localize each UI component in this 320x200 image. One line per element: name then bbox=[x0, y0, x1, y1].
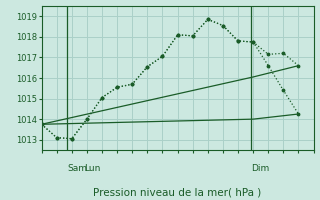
Text: Lun: Lun bbox=[84, 164, 100, 173]
Text: Dim: Dim bbox=[251, 164, 269, 173]
Text: Sam: Sam bbox=[68, 164, 87, 173]
Text: Pression niveau de la mer( hPa ): Pression niveau de la mer( hPa ) bbox=[93, 187, 262, 197]
